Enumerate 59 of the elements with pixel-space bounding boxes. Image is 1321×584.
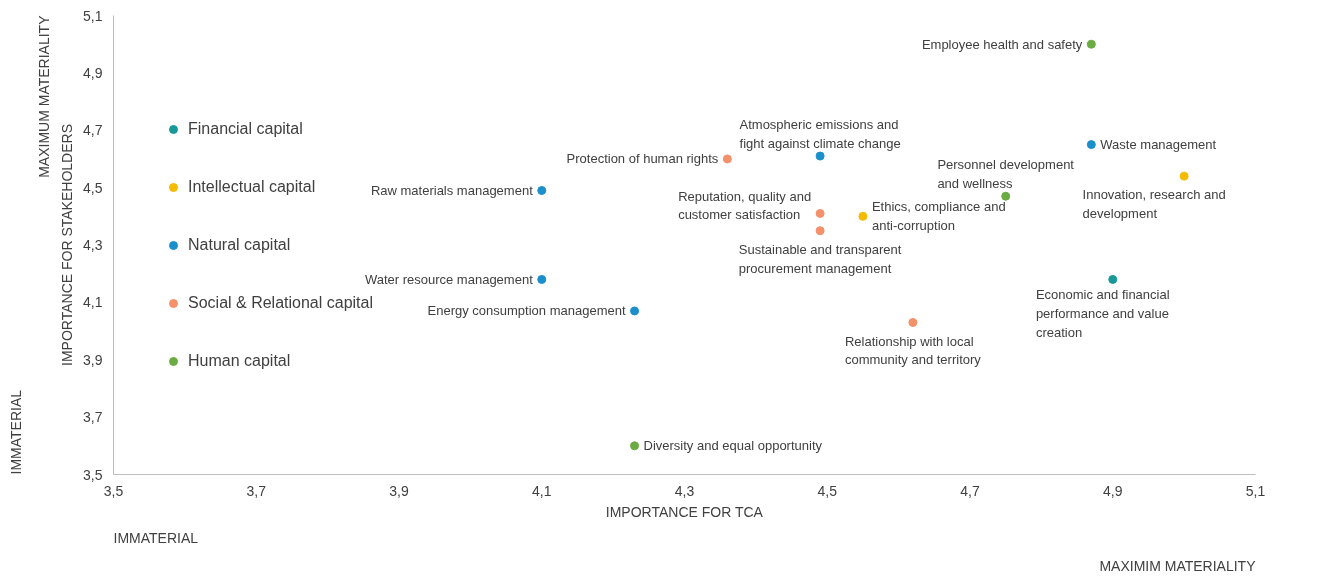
- y-tick-label: 3,5: [83, 466, 103, 483]
- point: [1001, 191, 1011, 201]
- point: [630, 306, 640, 316]
- data-label: Economic and financial performance and value creation: [1035, 287, 1170, 340]
- text: MAXIMIM MATERIALITY: [1099, 557, 1257, 574]
- data-label: Atmospheric emissions and fight against climate change: [739, 117, 901, 151]
- y-tick-label: 4,1: [83, 294, 103, 311]
- legend-label: Natural capital: [188, 235, 291, 254]
- data-label: Protection of human rights: [566, 151, 719, 167]
- x-tick-label: 4,3: [674, 482, 695, 499]
- point: [722, 154, 732, 164]
- point: [1086, 39, 1096, 49]
- point: [1179, 171, 1189, 181]
- data-label: Waste management: [1100, 137, 1217, 153]
- point: [815, 208, 825, 218]
- point: [815, 226, 825, 236]
- data-label: Water resource management: [364, 271, 534, 287]
- point: [858, 211, 868, 221]
- legend-label: Intellectual capital: [188, 177, 316, 196]
- data-label: Innovation, research and development: [1082, 187, 1226, 222]
- legend-label: Social & Relational capital: [188, 293, 373, 312]
- x-tick-label: 3,5: [103, 482, 124, 499]
- x-tick-label: 5,1: [1245, 482, 1266, 499]
- text: IMMATERIAL: [7, 389, 24, 475]
- data-label: Sustainable and transparent procurement management: [738, 241, 902, 276]
- x-tick-label: 4,9: [1103, 482, 1123, 499]
- data-label: Employee health and safety: [921, 36, 1083, 52]
- data-label: Personnel development and wellness: [937, 157, 1075, 192]
- data-label: Raw materials management: [370, 182, 534, 198]
- x-tick-label: 4,7: [960, 482, 980, 499]
- data-label: Reputation, quality and customer satisfaction: [678, 188, 812, 223]
- point: [537, 274, 547, 284]
- x-tick-label: 3,9: [389, 482, 409, 499]
- point: [1086, 140, 1096, 150]
- data-label: Relationship with local community and territory: [844, 333, 982, 368]
- y-tick-label: 4,9: [83, 64, 103, 81]
- data-label: Diversity and equal opportunity: [643, 438, 823, 454]
- point: [815, 151, 825, 161]
- y-tick-label: 5,1: [83, 7, 103, 24]
- legend-label: Financial capital: [188, 119, 303, 138]
- x-axis-title: IMPORTANCE FOR TCA: [605, 503, 764, 520]
- point: [908, 317, 918, 327]
- legend-label: Human capital: [188, 351, 291, 370]
- point: [630, 441, 640, 451]
- x-tick-label: 4,5: [817, 482, 838, 499]
- point: [1108, 274, 1118, 284]
- data-label: Ethics, compliance and anti-corruption: [871, 199, 1006, 234]
- y-axis-title: IMPORTANCE FOR STAKEHOLDERS: [59, 124, 76, 366]
- x-tick-label: 4,1: [532, 482, 552, 499]
- text: MAXIMUM MATERIALITY: [35, 14, 52, 178]
- x-tick-label: 3,7: [246, 482, 267, 499]
- y-tick-label: 3,7: [83, 409, 103, 426]
- data-label: Energy consumption management: [427, 303, 626, 319]
- y-tick-label: 4,5: [83, 179, 103, 196]
- y-tick-label: 3,9: [83, 351, 103, 368]
- y-tick-label: 4,3: [83, 237, 103, 253]
- text: IMMATERIAL: [113, 529, 199, 546]
- point: [537, 186, 547, 195]
- y-tick-label: 4,7: [83, 122, 103, 139]
